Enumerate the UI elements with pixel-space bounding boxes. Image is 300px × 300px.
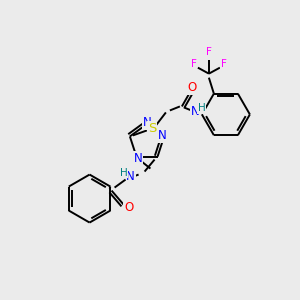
Text: S: S bbox=[148, 122, 156, 135]
Text: N: N bbox=[126, 170, 135, 183]
Text: N: N bbox=[142, 116, 152, 130]
Text: O: O bbox=[124, 201, 133, 214]
Text: F: F bbox=[221, 59, 227, 69]
Text: N: N bbox=[158, 129, 167, 142]
Text: H: H bbox=[198, 103, 206, 113]
Text: N: N bbox=[190, 105, 199, 118]
Text: N: N bbox=[134, 152, 143, 165]
Text: H: H bbox=[120, 168, 128, 178]
Text: O: O bbox=[187, 81, 196, 94]
Text: F: F bbox=[191, 59, 197, 69]
Text: F: F bbox=[206, 47, 212, 57]
